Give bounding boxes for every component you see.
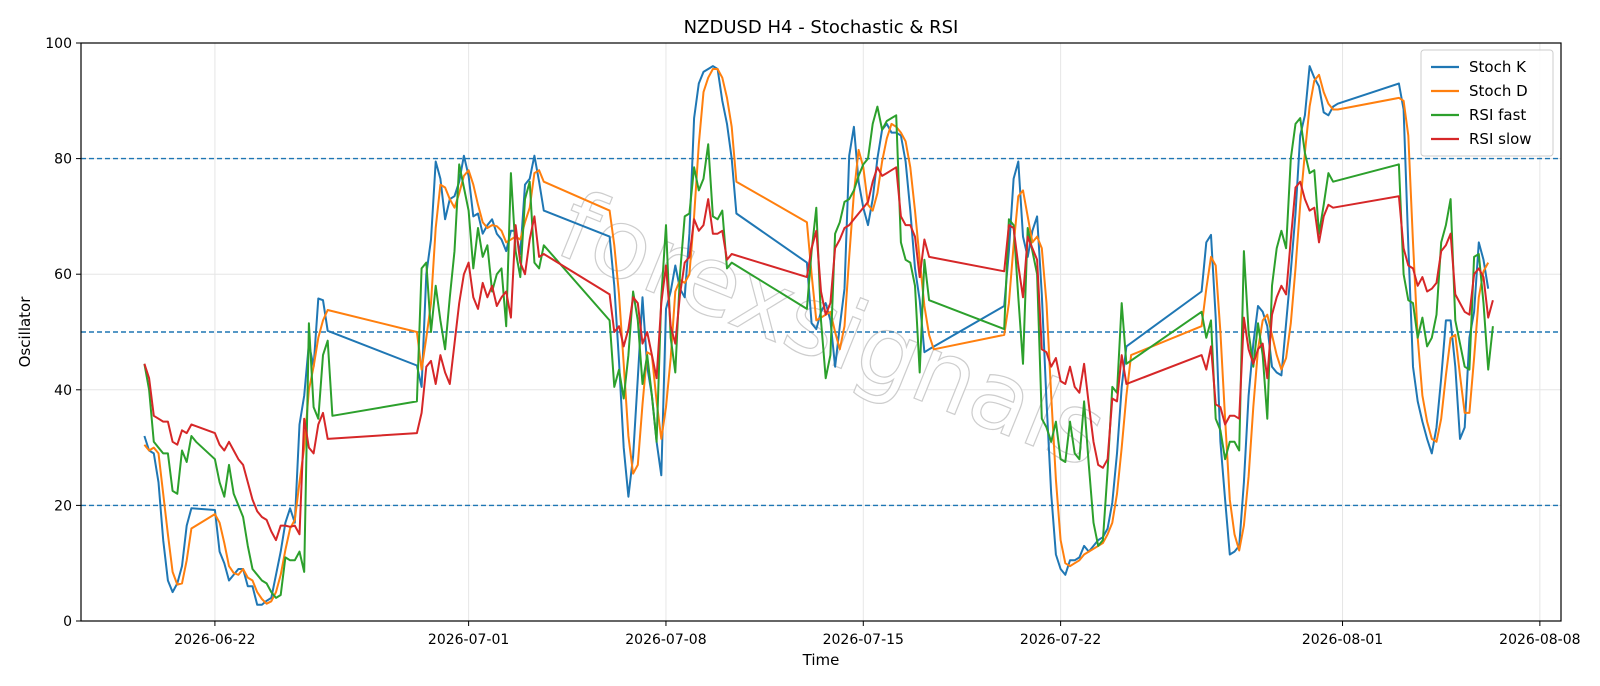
legend-label: Stoch D: [1469, 82, 1528, 100]
y-tick-label: 80: [54, 152, 72, 168]
x-tick-label: 2026-07-01: [428, 632, 509, 648]
legend-label: Stoch K: [1469, 58, 1527, 76]
y-tick-label: 60: [54, 267, 72, 283]
y-axis-label: Oscillator: [16, 296, 34, 368]
y-tick-label: 40: [54, 383, 72, 399]
series-line-rsi-fast: [143, 105, 1494, 599]
chart-title: NZDUSD H4 - Stochastic & RSI: [684, 17, 959, 38]
plot-frame: [80, 42, 1562, 622]
y-tick-label: 100: [45, 36, 72, 52]
x-axis-label: Time: [802, 651, 840, 669]
y-tick-label: 0: [63, 614, 72, 630]
legend-label: RSI slow: [1469, 130, 1532, 148]
series-line-rsi-slow: [143, 166, 1494, 542]
y-axis: 0 20 40 60 80 100: [45, 36, 81, 630]
x-tick-label: 2026-07-08: [625, 632, 706, 648]
x-tick-label: 2026-07-15: [823, 632, 904, 648]
legend: Stoch K Stoch D RSI fast RSI slow: [1420, 49, 1554, 157]
y-tick-label: 20: [54, 498, 72, 514]
x-tick-label: 2026-07-22: [1020, 632, 1101, 648]
x-axis: 2026-06-22 2026-07-01 2026-07-08 2026-07-15…: [174, 621, 1581, 648]
series-line-stoch-d: [143, 68, 1490, 605]
x-tick-label: 2026-08-08: [1499, 632, 1580, 648]
series: [143, 65, 1494, 606]
series-line-stoch-k: [143, 65, 1490, 606]
legend-box: [1420, 49, 1554, 157]
x-tick-label: 2026-08-01: [1302, 632, 1383, 648]
x-tick-label: 2026-06-22: [174, 632, 255, 648]
legend-label: RSI fast: [1469, 106, 1526, 124]
